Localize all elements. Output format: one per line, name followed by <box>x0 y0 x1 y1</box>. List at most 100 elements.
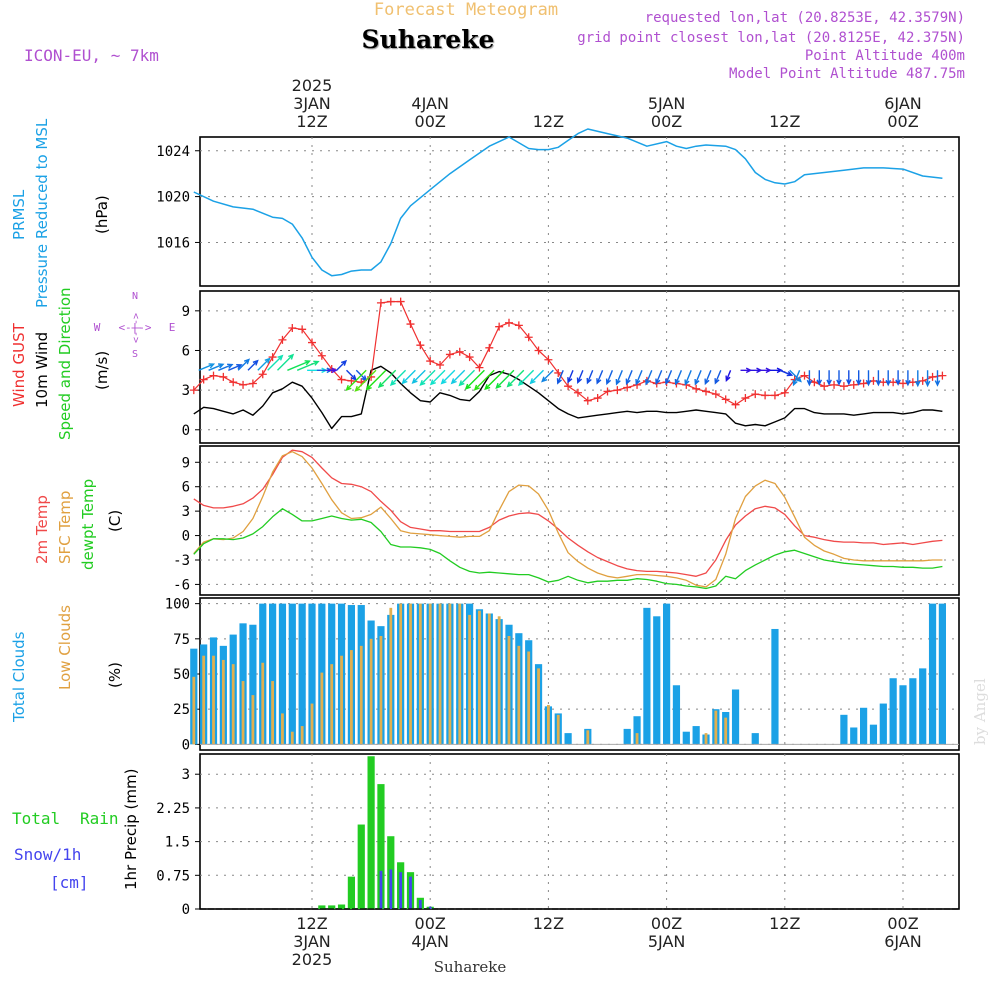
wind-panel: Wind GUST 10m Wind Speed and Direction (… <box>10 287 960 444</box>
gust-marker <box>258 370 267 379</box>
low-cloud-bar <box>714 710 718 745</box>
compass-ns: <-|-> <box>131 313 142 343</box>
total-cloud-bar <box>564 733 572 745</box>
gust-marker <box>859 379 868 388</box>
temp-sfc-label: SFC Temp <box>56 491 74 564</box>
rain-bar <box>318 905 326 909</box>
wind-arrow <box>346 369 357 381</box>
low-cloud-bar <box>379 636 383 745</box>
temp-dewpt-line <box>193 508 943 590</box>
gust-marker <box>268 353 277 362</box>
model-altitude: Model Point Altitude 487.75m <box>729 66 965 82</box>
gust-marker <box>189 386 198 395</box>
gust-marker <box>524 333 533 342</box>
snow-unit-label: [cm] <box>50 873 89 892</box>
wind-arrow <box>365 369 387 391</box>
wind-arrow <box>228 364 243 371</box>
low-cloud-bar <box>487 613 491 745</box>
low-cloud-bar <box>438 603 442 745</box>
low-cloud-bar <box>399 603 403 745</box>
wind-arrow <box>625 370 633 386</box>
gust-marker <box>248 379 257 388</box>
gust-marker <box>731 400 740 409</box>
time-label-top: 4JAN <box>411 94 449 113</box>
wind-arrow <box>576 370 584 384</box>
temp-2m-line <box>193 449 943 577</box>
compass-e: E <box>169 321 176 334</box>
total-cloud-bar <box>278 603 287 745</box>
low-cloud-bar <box>212 655 215 745</box>
point-altitude: Point Altitude 400m <box>805 48 965 64</box>
wind-arrow <box>277 353 295 371</box>
wind-arrow <box>541 369 554 383</box>
gust-marker <box>544 355 553 364</box>
time-label-bottom: 00Z <box>415 914 446 933</box>
wind-10m-label: 10m Wind <box>33 332 51 408</box>
time-label-top: 5JAN <box>648 94 686 113</box>
compass-n: N <box>132 291 138 302</box>
wind-arrow <box>567 370 574 384</box>
product-title: Forecast Meteogram <box>374 0 558 20</box>
y-tick-label: 25 <box>173 702 190 718</box>
y-tick-label: -3 <box>173 553 190 569</box>
compass-s: S <box>132 349 138 360</box>
wind-arrow <box>694 370 702 386</box>
y-tick-label: 75 <box>173 632 190 648</box>
gust-marker <box>278 335 287 344</box>
wind-arrow <box>556 370 564 385</box>
rain-bar <box>328 905 336 909</box>
gust-marker <box>711 390 720 399</box>
snow-bar <box>428 906 432 909</box>
total-cloud-bar <box>672 685 681 745</box>
gust-marker <box>534 346 543 355</box>
low-cloud-bar <box>192 676 196 745</box>
low-cloud-bar <box>497 616 501 745</box>
wind-arrow <box>336 359 348 371</box>
compass-rose: N S W E <-|-> <-|-> <box>94 291 176 360</box>
low-cloud-bar <box>359 645 363 745</box>
low-cloud-bar <box>428 603 432 745</box>
time-label-top: 00Z <box>651 112 682 131</box>
time-label-bottom: 12Z <box>533 914 564 933</box>
wind-arrow <box>792 370 801 387</box>
gust-marker <box>465 353 474 362</box>
wind-arrow <box>665 370 673 386</box>
footer-location: Suhareke <box>434 958 507 976</box>
low-cloud-bar <box>330 664 334 745</box>
gust-marker <box>475 363 484 372</box>
pressure-panel: PRMSL Pressure Reduced to MSL (hPa) 1016… <box>10 118 960 308</box>
y-tick-label: 0 <box>182 902 190 918</box>
wind-arrow <box>389 369 407 387</box>
wind-arrow <box>846 370 852 386</box>
snow-bar <box>418 900 422 909</box>
gust-marker <box>583 396 592 405</box>
time-label-bottom: 12Z <box>296 914 327 933</box>
wind-arrow <box>345 369 367 392</box>
pressure-label-prmsl: PRMSL <box>10 189 28 240</box>
low-cloud-bar <box>251 695 255 745</box>
wind-arrow <box>684 370 692 386</box>
wind-arrow <box>770 367 784 374</box>
total-cloud-bar <box>249 624 257 745</box>
gust-marker <box>899 379 907 388</box>
gust-marker <box>918 376 927 385</box>
total-cloud-bar <box>643 607 651 745</box>
gust-marker <box>317 351 326 360</box>
wind-arrow <box>875 370 882 387</box>
gust-marker <box>800 371 809 380</box>
total-cloud-bar <box>298 603 306 745</box>
y-tick-label: 3 <box>182 767 190 783</box>
wind-arrow <box>714 370 722 385</box>
total-cloud-bar <box>269 603 277 745</box>
temp-unit: (C) <box>106 510 124 532</box>
gust-marker <box>386 297 395 306</box>
total-cloud-bar <box>909 678 917 745</box>
precip-panel: Total Rain Snow/1h [cm] 1hr Precip (mm) … <box>12 753 960 918</box>
wind-arrow <box>816 370 823 386</box>
wind-arrow <box>836 370 842 386</box>
gust-marker <box>573 388 582 397</box>
wind-arrow <box>473 369 495 391</box>
watermark: by Angel <box>971 678 989 745</box>
gust-marker <box>702 387 710 396</box>
